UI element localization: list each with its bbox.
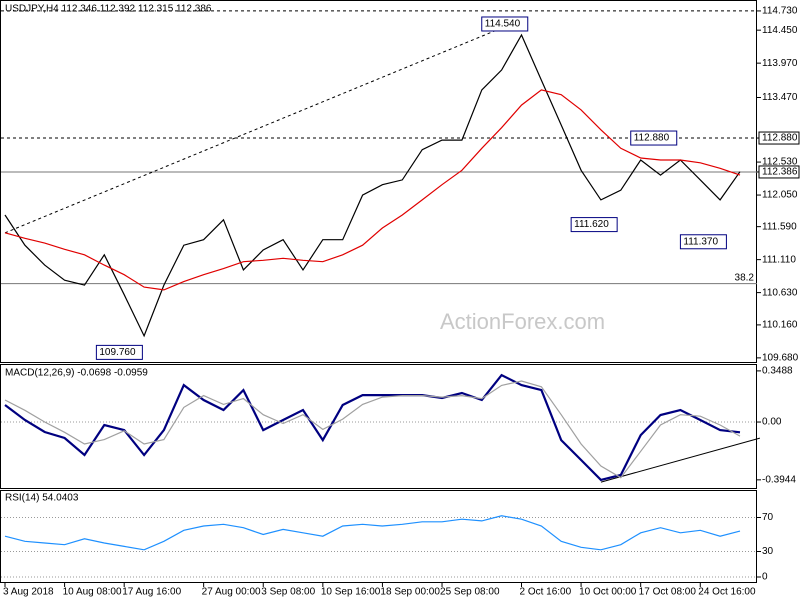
y-tick-label: 112.386 [762, 167, 798, 178]
x-tick-label: 25 Sep 08:00 [440, 587, 500, 598]
macd-panel [0, 364, 757, 489]
y-tick-label: 112.880 [762, 133, 798, 144]
x-tick-label: 18 Sep 00:00 [380, 587, 440, 598]
y-tick-label: 111.590 [762, 221, 797, 232]
y-tick-label: 0 [762, 572, 768, 583]
x-tick-label: 17 Oct 08:00 [639, 587, 697, 598]
price-annotation-label: 111.620 [574, 219, 609, 230]
y-tick-label: 110.160 [762, 320, 798, 331]
x-tick-label: 17 Aug 16:00 [122, 587, 181, 598]
price-annotation [481, 16, 529, 32]
y-tick-label: 114.730 [762, 6, 798, 17]
price-annotation-label: 109.760 [99, 347, 136, 358]
x-tick-label: 10 Sep 16:00 [321, 587, 381, 598]
y-tick-label: 114.450 [762, 25, 798, 36]
price-annotation-label: 112.880 [634, 133, 670, 144]
y-tick-label: 112.530 [762, 157, 798, 168]
price-annotation [630, 130, 678, 146]
x-tick-label: 10 Aug 08:00 [63, 587, 122, 598]
x-tick-label: 27 Aug 00:00 [202, 587, 261, 598]
series-line [4, 380, 741, 479]
watermark: ActionForex.com [440, 309, 605, 334]
series-line [4, 515, 741, 551]
x-tick-label: 24 Oct 16:00 [698, 587, 756, 598]
y-tick-label: 110.630 [762, 287, 798, 298]
tick-highlight [758, 131, 800, 145]
price-panel [0, 0, 757, 363]
price-annotation-label: 114.540 [485, 19, 521, 30]
price-annotation-label: 111.370 [683, 236, 718, 247]
y-tick-label: 113.970 [762, 58, 798, 69]
y-tick-label: 111.110 [762, 254, 796, 265]
y-tick-label: 112.050 [762, 190, 798, 201]
x-tick-label: 3 Sep 08:00 [261, 587, 315, 598]
rsi-title: RSI(14) 54.0403 [5, 493, 79, 504]
y-tick-label: 109.680 [762, 353, 799, 364]
x-tick-label: 3 Aug 2018 [3, 587, 54, 598]
trendline [600, 437, 760, 483]
series-line [4, 89, 741, 291]
y-tick-label: 0.00 [762, 417, 782, 428]
x-tick-label: 2 Oct 16:00 [519, 587, 571, 598]
y-tick-label: 30 [762, 546, 774, 557]
price-annotation [95, 344, 143, 360]
y-tick-label: 0.3488 [762, 366, 793, 377]
price-annotation [679, 234, 727, 250]
series-line [4, 33, 741, 338]
y-tick-label: 113.470 [762, 92, 798, 103]
macd-title: MACD(12,26,9) -0.0698 -0.0959 [5, 368, 148, 379]
chart-header: USDJPY,H4 112.346 112.392 112.315 112.38… [5, 4, 212, 15]
tick-highlight [758, 165, 800, 179]
y-tick-label: -0.3944 [762, 474, 796, 485]
rsi-panel [0, 490, 757, 583]
x-tick-label: 10 Oct 00:00 [579, 587, 637, 598]
y-tick-label: 70 [762, 512, 774, 523]
level-label: 38.2 [735, 272, 755, 283]
price-annotation [570, 217, 618, 233]
